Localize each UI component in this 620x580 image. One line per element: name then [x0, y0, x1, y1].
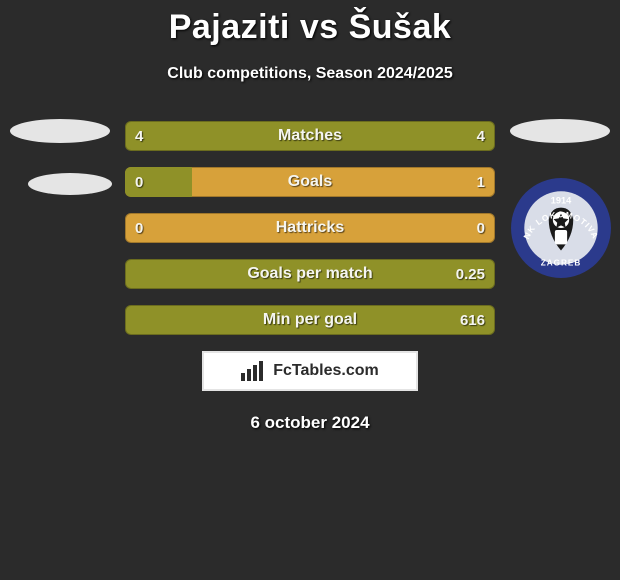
stat-row-goals-per-match: Goals per match 0.25 [125, 259, 495, 289]
stat-right-value: 1 [477, 167, 485, 197]
ellipse-icon [10, 119, 110, 143]
stat-left-value: 0 [135, 167, 143, 197]
stat-right-value: 616 [460, 305, 485, 335]
bars-icon [241, 361, 267, 381]
logo-city: ZAGREB [541, 259, 582, 268]
stat-row-matches: 4 Matches 4 [125, 121, 495, 151]
stat-left-value: 4 [135, 121, 143, 151]
stat-right-value: 0.25 [456, 259, 485, 289]
ellipse-icon [28, 173, 112, 195]
stat-right-value: 4 [477, 121, 485, 151]
stat-right-value: 0 [477, 213, 485, 243]
logo-year: 1914 [551, 196, 572, 206]
brand-text: FcTables.com [273, 362, 379, 380]
stat-left-value: 0 [135, 213, 143, 243]
ellipse-icon [510, 119, 610, 143]
club-logo-lokomotiva: 1914 NK LOKOMOTIVA ZAGREB [510, 177, 612, 279]
stat-row-goals: 0 Goals 1 [125, 167, 495, 197]
stat-row-hattricks: 0 Hattricks 0 [125, 213, 495, 243]
comparison-chart: 1914 NK LOKOMOTIVA ZAGREB 4 Matches 4 0 … [0, 121, 620, 433]
stat-label: Min per goal [125, 305, 495, 335]
snapshot-date: 6 october 2024 [0, 413, 620, 433]
stat-rows: 4 Matches 4 0 Goals 1 0 Hattricks 0 Goal… [125, 121, 495, 335]
stat-label: Hattricks [125, 213, 495, 243]
player-left-avatar-placeholder [10, 119, 112, 225]
stat-row-min-per-goal: Min per goal 616 [125, 305, 495, 335]
stat-label: Goals per match [125, 259, 495, 289]
player-right-avatar-placeholder [510, 119, 610, 143]
brand-watermark: FcTables.com [202, 351, 418, 391]
page-subtitle: Club competitions, Season 2024/2025 [0, 65, 620, 83]
page-title: Pajaziti vs Šušak [0, 0, 620, 47]
stat-label: Matches [125, 121, 495, 151]
